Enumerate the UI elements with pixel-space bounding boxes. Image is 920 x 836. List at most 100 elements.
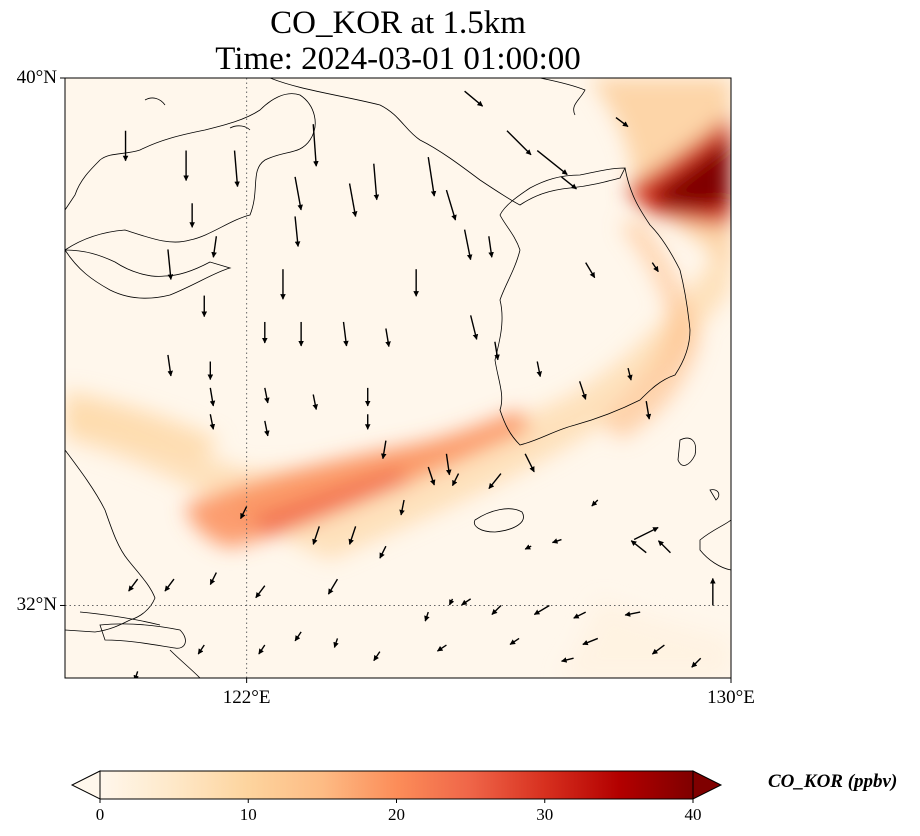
wind-vector-19 — [211, 236, 218, 258]
map-title-line-2: Time: 2024-03-01 01:00:00 — [215, 41, 581, 77]
coast-north-korea-west — [269, 78, 626, 251]
gridlines — [65, 78, 731, 678]
lat-tick-label-0: 40°N — [16, 67, 57, 88]
wind-vector-29 — [469, 315, 479, 340]
wind-vector-63 — [255, 585, 266, 599]
wind-vector-85 — [133, 671, 139, 678]
wind-vector-22 — [585, 262, 596, 279]
wind-vector-15 — [536, 149, 568, 176]
wind-vector-62 — [209, 572, 217, 586]
wind-vector-76 — [294, 631, 302, 642]
wind-vector-79 — [436, 644, 447, 652]
coast-islet-2 — [229, 125, 251, 131]
coast-shandong-peninsula — [65, 249, 232, 299]
coast-tsushima — [677, 437, 697, 466]
wind-vector-37 — [536, 361, 543, 378]
coast-jiangsu — [65, 449, 156, 633]
wind-vector-82 — [582, 637, 599, 646]
wind-vector-28 — [385, 328, 391, 348]
wind-vector-6 — [445, 189, 457, 221]
wind-vector-83 — [651, 644, 665, 655]
coastlines — [65, 78, 731, 678]
wind-vector-42 — [264, 420, 270, 437]
wind-vector-44 — [380, 440, 387, 460]
wind-vector-54 — [524, 544, 532, 550]
coast-hangzhou-bay — [169, 649, 201, 678]
wind-vector-52 — [451, 473, 460, 487]
wind-vector-75 — [258, 644, 266, 655]
coast-jeju-island — [473, 508, 524, 533]
wind-vector-68 — [461, 598, 472, 606]
wind-vector-34 — [264, 387, 270, 404]
coast-kyushu — [699, 519, 731, 571]
colorbar-tick-label-3: 30 — [536, 805, 554, 824]
wind-vectors — [122, 90, 716, 678]
coast-yangtze-island — [79, 611, 161, 626]
lat-tick-label-1: 32°N — [16, 594, 57, 616]
wind-vector-78 — [373, 651, 381, 662]
lon-tick-label-0: 122°E — [222, 687, 271, 708]
wind-vector-14 — [464, 90, 484, 107]
colorbar-extend-min — [70, 770, 101, 800]
wind-vector-77 — [333, 638, 339, 648]
colorbar-tick-label-0: 0 — [95, 805, 105, 824]
colorbar-tick-label-4: 40 — [684, 805, 702, 824]
wind-vector-10 — [294, 216, 301, 248]
wind-vector-61 — [164, 578, 175, 592]
wind-vector-57 — [633, 526, 659, 541]
wind-vector-59 — [657, 540, 671, 554]
wind-vector-12 — [488, 236, 494, 258]
plume-core — [250, 470, 410, 535]
wind-vector-40 — [645, 400, 652, 420]
colorbar-tick-label-2: 20 — [388, 805, 405, 824]
wind-vector-47 — [524, 453, 535, 473]
wind-vector-56 — [591, 499, 599, 507]
wind-vector-64 — [327, 578, 339, 595]
wind-vector-17 — [615, 117, 629, 128]
wind-vector-49 — [312, 526, 320, 545]
colorbar-body — [99, 770, 694, 800]
coast-iki — [709, 489, 720, 501]
wind-vector-45 — [427, 466, 436, 486]
wind-vector-50 — [348, 526, 357, 545]
wind-vector-55 — [551, 538, 562, 544]
wind-vector-4 — [373, 163, 380, 201]
wind-vector-3 — [312, 124, 319, 167]
map-title-line-1: CO_KOR at 1.5km — [270, 5, 526, 41]
concentration-field — [65, 78, 731, 678]
colorbar-extend-max — [692, 770, 723, 800]
wind-vector-66 — [424, 611, 430, 622]
axis-ticks — [60, 77, 732, 683]
wind-vector-7 — [294, 176, 303, 211]
coast-liaodong-shandong — [65, 93, 316, 251]
wind-vector-31 — [167, 354, 173, 377]
plume-outer — [65, 230, 731, 560]
wind-vector-69 — [491, 604, 502, 615]
wind-vector-71 — [573, 611, 587, 619]
wind-vector-16 — [561, 176, 577, 190]
plume-southeast — [560, 600, 731, 678]
coast-north-korea-north — [539, 78, 586, 116]
wind-vector-39 — [627, 367, 633, 381]
wind-vector-5 — [427, 157, 437, 197]
wind-vector-30 — [494, 341, 500, 361]
hotspot-core — [650, 135, 731, 209]
wind-vector-48 — [240, 506, 248, 520]
wind-vector-41 — [209, 414, 216, 430]
wind-vector-80 — [509, 637, 520, 646]
wind-vector-23 — [651, 262, 659, 273]
wind-vector-13 — [506, 130, 532, 156]
lon-tick-label-1: 130°E — [707, 687, 755, 708]
wind-vector-58 — [630, 540, 647, 554]
wind-vector-67 — [448, 598, 455, 606]
colorbar-title: CO_KOR (ppbv) — [768, 771, 898, 792]
wind-vector-72 — [624, 611, 641, 617]
wind-vector-18 — [167, 249, 174, 280]
wind-vector-81 — [561, 657, 574, 663]
wind-vector-35 — [312, 394, 318, 411]
wind-vector-86 — [691, 657, 702, 668]
colorbar-ticks — [99, 799, 694, 803]
wind-vector-51 — [399, 499, 405, 516]
wind-vector-8 — [348, 183, 358, 218]
wind-vector-38 — [578, 381, 587, 400]
